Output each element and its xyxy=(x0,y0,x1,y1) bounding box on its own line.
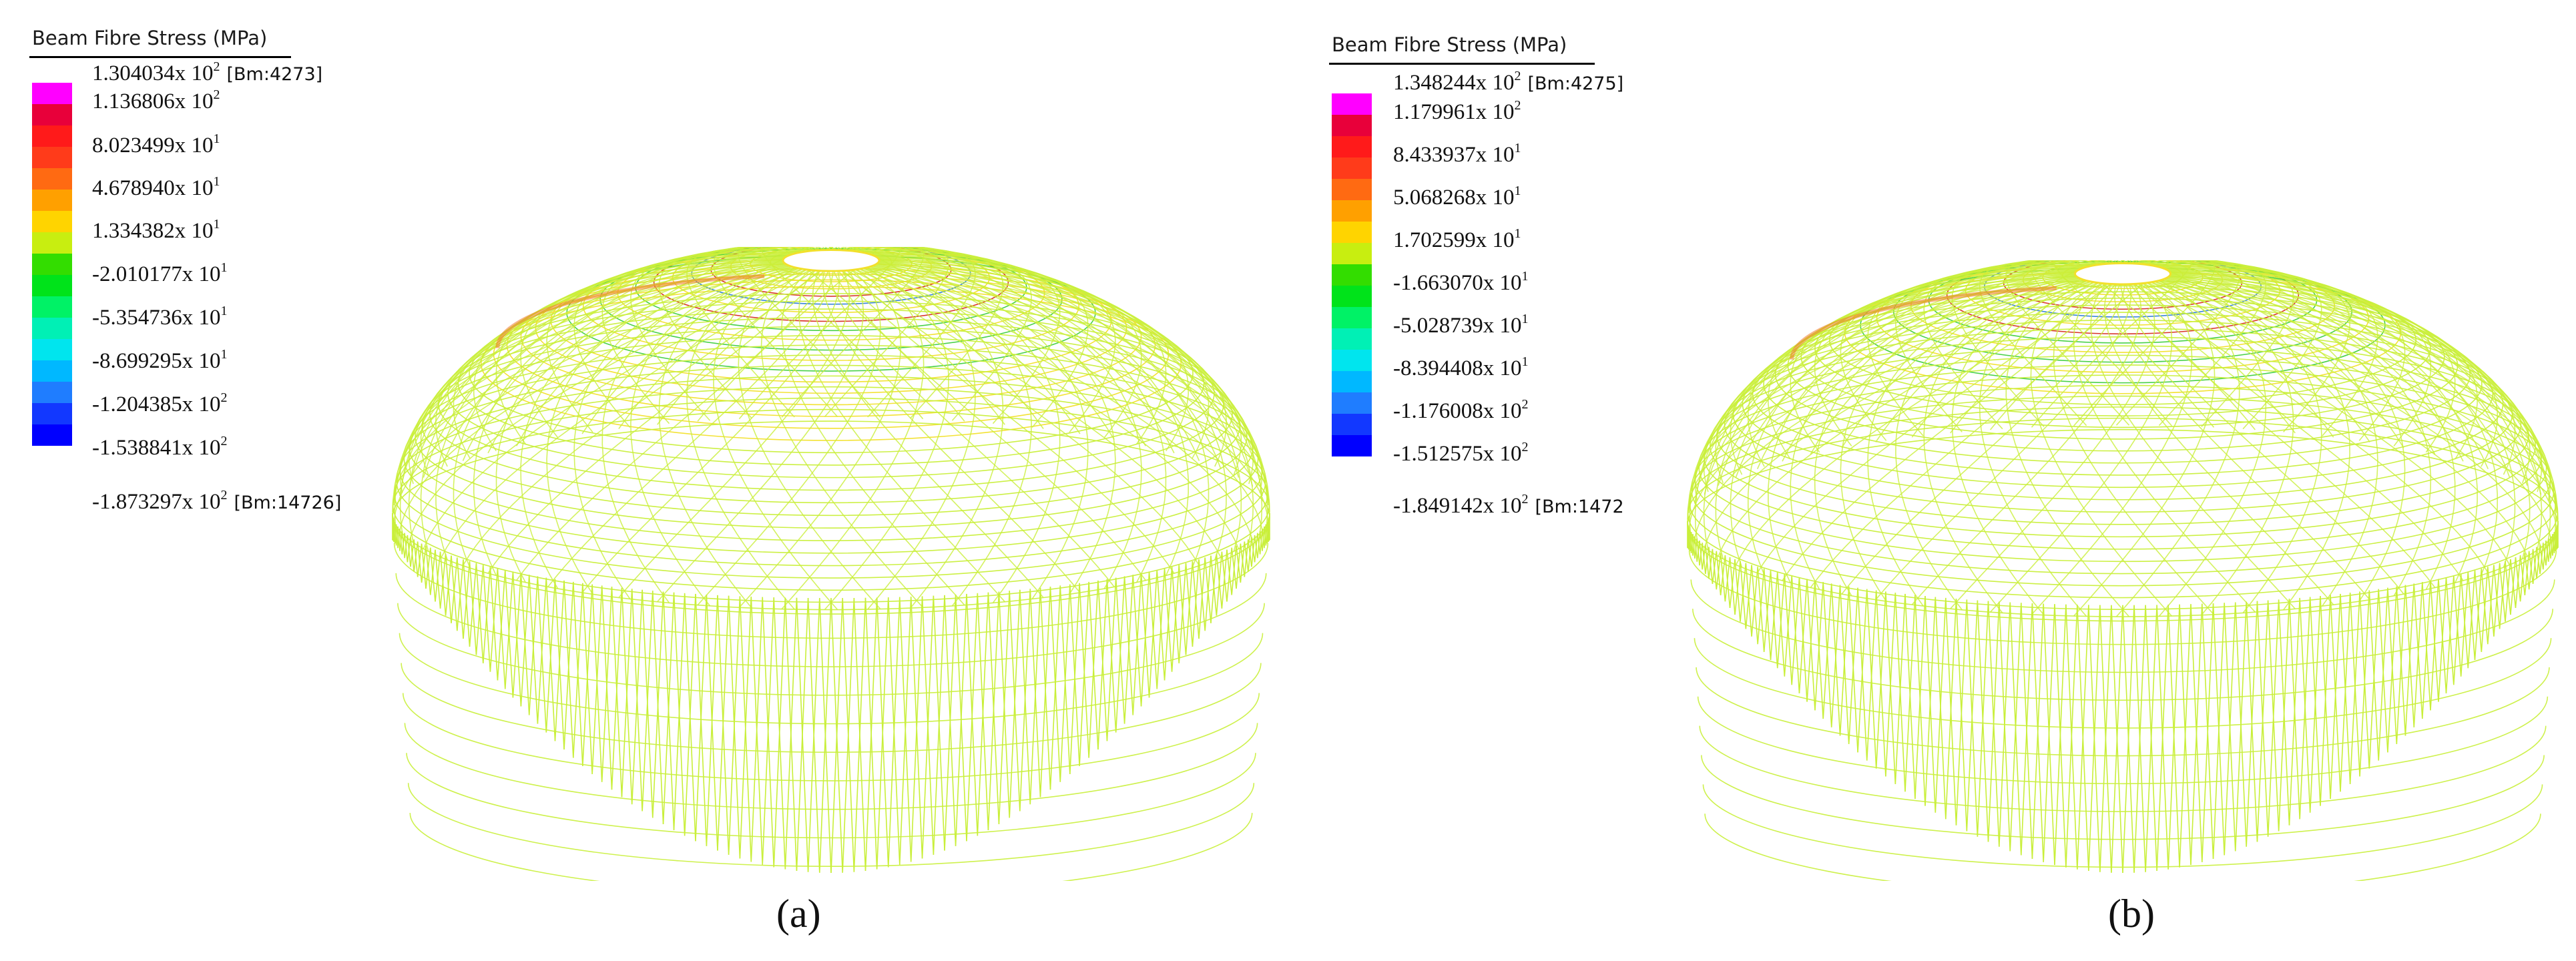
legend-color-swatch xyxy=(1332,328,1372,350)
legend-color-swatch xyxy=(1332,286,1372,307)
legend-color-swatch xyxy=(32,403,72,424)
legend-value-max: 1.304034x 102 [Bm:4273] xyxy=(92,59,323,85)
color-scale-bar xyxy=(1332,93,1372,456)
dome-mesh-model xyxy=(1687,260,2559,881)
legend-title-underline xyxy=(29,56,291,58)
legend-color-swatch xyxy=(32,318,72,339)
panel-caption: (a) xyxy=(776,892,821,936)
legend-color-swatch xyxy=(1332,179,1372,200)
legend-color-swatch xyxy=(1332,350,1372,371)
legend-value: 5.068268x 101 xyxy=(1393,184,1521,210)
legend-color-swatch xyxy=(1332,115,1372,136)
dome-mesh-model xyxy=(392,247,1270,881)
legend-color-swatch xyxy=(32,232,72,254)
legend-value: -8.699295x 101 xyxy=(92,347,228,373)
legend-value: 1.334382x 101 xyxy=(92,217,220,243)
legend-color-swatch xyxy=(1332,435,1372,456)
legend-color-swatch xyxy=(32,424,72,446)
legend-value: -1.663070x 101 xyxy=(1393,269,1529,295)
legend-value: -1.512575x 102 xyxy=(1393,440,1529,466)
legend-value-min: -1.849142x 102 [Bm:1472 xyxy=(1393,492,1624,518)
legend-title: Beam Fibre Stress (MPa) xyxy=(32,27,268,49)
legend-color-swatch xyxy=(1332,392,1372,414)
legend-color-swatch xyxy=(32,275,72,296)
legend-value: 1.179961x 102 xyxy=(1393,98,1521,124)
legend-value-min: -1.873297x 102 [Bm:14726] xyxy=(92,488,342,514)
figure-panel-b: Beam Fibre Stress (MPa) 1.348244x 102 [Bm… xyxy=(1288,0,2576,961)
legend-color-swatch xyxy=(32,339,72,360)
legend-value: -5.028739x 101 xyxy=(1393,312,1529,338)
legend-color-swatch xyxy=(1332,243,1372,264)
legend-value: -5.354736x 101 xyxy=(92,304,228,330)
legend-color-swatch xyxy=(1332,200,1372,222)
legend-color-swatch xyxy=(1332,136,1372,157)
legend-color-swatch xyxy=(32,147,72,168)
legend-color-swatch xyxy=(32,104,72,125)
legend-color-swatch xyxy=(1332,414,1372,435)
legend-color-swatch xyxy=(32,254,72,275)
legend-color-swatch xyxy=(32,382,72,403)
legend-color-swatch xyxy=(1332,307,1372,328)
legend-value: 8.433937x 101 xyxy=(1393,141,1521,167)
legend-value: -1.176008x 102 xyxy=(1393,397,1529,423)
legend-color-swatch xyxy=(32,211,72,232)
legend-color-swatch xyxy=(1332,371,1372,392)
figure-panel-a: Beam Fibre Stress (MPa) 1.304034x 102 [Bm… xyxy=(29,27,1270,936)
legend-value: -2.010177x 101 xyxy=(92,260,228,286)
legend-color-swatch xyxy=(32,190,72,211)
legend-color-swatch xyxy=(32,168,72,190)
legend-value: 8.023499x 101 xyxy=(92,131,220,157)
legend-title-underline xyxy=(1329,63,1595,65)
legend-color-swatch xyxy=(1332,222,1372,243)
color-scale-bar xyxy=(32,83,72,446)
legend-value: -8.394408x 101 xyxy=(1393,354,1529,380)
legend-title: Beam Fibre Stress (MPa) xyxy=(1332,33,1567,56)
legend-color-swatch xyxy=(1332,157,1372,179)
legend-value: 1.702599x 101 xyxy=(1393,226,1521,252)
legend-value: 4.678940x 101 xyxy=(92,174,220,200)
legend-color-swatch xyxy=(32,296,72,318)
legend-color-swatch xyxy=(32,125,72,147)
legend-color-swatch xyxy=(1332,93,1372,115)
legend-color-swatch xyxy=(32,360,72,382)
panel-caption: (b) xyxy=(2108,892,2155,936)
legend-value: -1.538841x 102 xyxy=(92,434,228,460)
legend-value: -1.204385x 102 xyxy=(92,390,228,416)
legend-value-max: 1.348244x 102 [Bm:4275] xyxy=(1393,69,1624,95)
legend-color-swatch xyxy=(1332,264,1372,286)
legend-value: 1.136806x 102 xyxy=(92,87,220,113)
legend-color-swatch xyxy=(32,83,72,104)
